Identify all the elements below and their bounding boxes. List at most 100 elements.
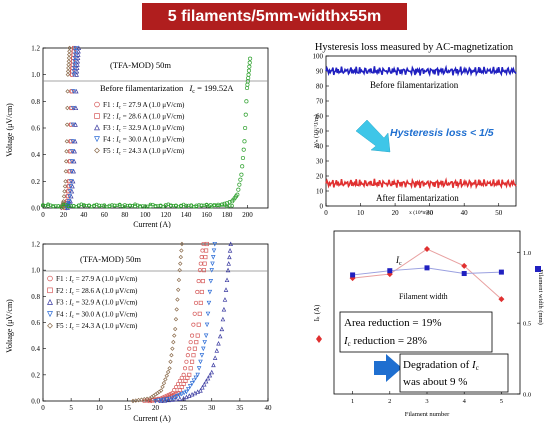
- data-point: [247, 60, 252, 65]
- br-degradation-1: Degradation of Ic: [403, 359, 479, 372]
- data-point: [192, 390, 198, 396]
- data-point: [224, 277, 230, 283]
- data-point: [195, 389, 200, 394]
- x-tick-label: 140: [181, 211, 192, 219]
- legend-marker: [94, 136, 100, 143]
- x-tick-label: 0: [41, 404, 45, 412]
- data-point: [188, 366, 193, 371]
- data-point: [158, 398, 164, 403]
- data-point: [169, 353, 174, 358]
- data-point: [71, 158, 77, 164]
- data-point: [191, 378, 197, 383]
- legend-label: F3 : Ic = 32.9 A (1.0 μV/cm): [103, 124, 185, 134]
- data-point: [461, 262, 468, 269]
- legend-label: F3 : Ic = 32.9 A (1.0 μV/cm): [56, 299, 138, 309]
- x-tick-label: 2: [388, 398, 391, 405]
- data-point: [75, 55, 81, 61]
- y-tick-label: 0.0: [31, 205, 40, 213]
- data-point: [135, 203, 140, 207]
- data-point: [185, 353, 190, 358]
- y-tick-label: 0.4: [31, 151, 40, 159]
- data-point: [49, 203, 53, 207]
- x-tick-label: 120: [160, 211, 171, 219]
- x-tick-label: 160: [201, 211, 212, 219]
- data-point: [146, 204, 150, 208]
- data-point: [172, 326, 178, 332]
- data-point: [148, 204, 153, 209]
- legend-label: F1 : Ic = 27.9 A (1.0 μV/cm): [103, 101, 185, 111]
- data-point: [205, 375, 211, 381]
- legend-marker: [47, 311, 53, 318]
- hysteresis-arrow-icon: [355, 119, 391, 153]
- x-tick-label: 20: [60, 211, 68, 219]
- series-before: [325, 64, 517, 78]
- series-F4: [153, 241, 218, 404]
- data-point: [179, 248, 184, 253]
- x-tick-label: 60: [101, 211, 109, 219]
- data-point: [205, 311, 211, 317]
- data-point: [222, 203, 227, 207]
- data-point: [196, 366, 202, 371]
- data-point: [161, 380, 167, 386]
- data-point: [66, 62, 71, 67]
- data-point: [170, 396, 175, 401]
- series-line: [325, 177, 517, 190]
- data-point: [212, 355, 218, 360]
- data-point: [158, 388, 164, 393]
- data-point: [161, 205, 165, 209]
- data-point: [248, 56, 253, 61]
- y-tick-label: 80: [316, 83, 324, 91]
- series-filament-width: [350, 265, 504, 278]
- data-point: [63, 179, 68, 184]
- br-ic-label: Ic: [395, 255, 402, 267]
- data-point: [193, 375, 199, 381]
- legend-entry: F4 : Ic = 30.0 A (1.0 μV/cm): [94, 136, 185, 145]
- data-point: [75, 58, 81, 64]
- data-point: [174, 203, 178, 208]
- data-point: [76, 45, 82, 51]
- y-tick-label: 0.6: [31, 319, 40, 327]
- data-point: [241, 147, 246, 152]
- data-point: [175, 297, 180, 302]
- data-point: [225, 267, 231, 273]
- x-tick-label: 35: [236, 404, 244, 412]
- data-point: [235, 192, 240, 197]
- br-xlabel: Filament number: [405, 411, 450, 418]
- data-point: [242, 139, 247, 144]
- y-tick-label: 0.2: [31, 178, 40, 186]
- series-line: [325, 64, 517, 78]
- data-point: [43, 204, 48, 208]
- legend-label: F2 : Ic = 28.6 A (1.0 μV/cm): [103, 113, 185, 123]
- data-point: [102, 203, 107, 207]
- data-point: [79, 202, 84, 206]
- br-width-label: Filament width: [399, 292, 448, 301]
- data-point: [167, 366, 172, 371]
- data-point: [204, 202, 209, 207]
- br-ylabel-left: Iₖ (A): [313, 304, 322, 343]
- y-tick-label: 70: [316, 98, 324, 106]
- data-point: [187, 346, 192, 351]
- data-point: [147, 398, 152, 404]
- x-tick-label: 80: [121, 211, 129, 219]
- data-point: [71, 89, 76, 94]
- data-point: [350, 272, 356, 278]
- x-tick-label: 40: [80, 211, 88, 219]
- data-point: [240, 155, 245, 161]
- data-point: [177, 267, 182, 273]
- data-point: [62, 184, 68, 189]
- data-point: [198, 359, 203, 365]
- legend-marker: [94, 113, 100, 119]
- br-degradation-2: was about 9 %: [403, 376, 467, 388]
- data-point: [107, 205, 112, 209]
- data-point: [194, 205, 199, 209]
- y-tick-label: 100: [313, 53, 324, 61]
- data-point: [210, 261, 215, 267]
- data-point: [198, 388, 203, 393]
- data-point: [69, 159, 75, 164]
- data-point: [236, 187, 241, 192]
- tr-title: Hysteresis loss measured by AC-magnetiza…: [315, 42, 514, 53]
- data-point: [204, 241, 209, 247]
- chart-top-right: Hysteresis loss measured by AC-magnetiza…: [313, 42, 517, 216]
- data-point: [151, 202, 155, 207]
- data-point: [207, 372, 213, 378]
